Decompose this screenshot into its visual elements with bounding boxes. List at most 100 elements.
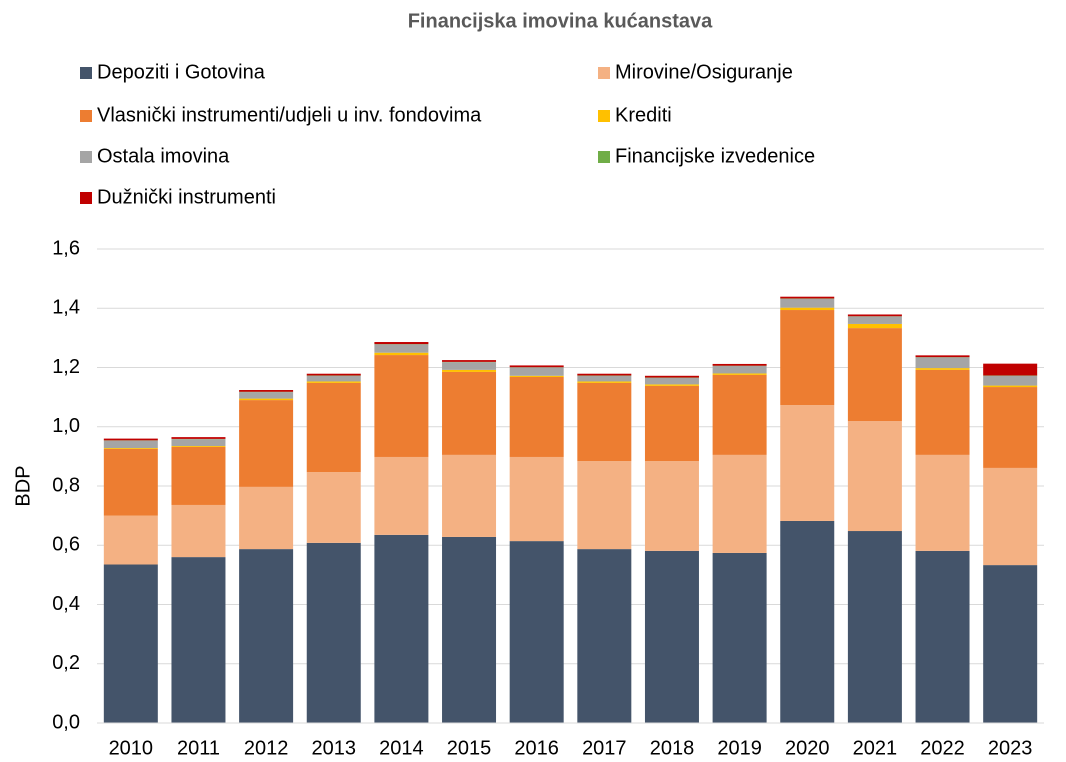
bar-segment [712, 552, 767, 723]
y-axis-label: BDP [12, 465, 34, 506]
x-tick-label: 2017 [582, 737, 627, 759]
bar-segment [239, 390, 294, 392]
x-tick-label: 2014 [379, 737, 424, 759]
bar-segment [577, 461, 632, 550]
bar-segment [577, 381, 632, 383]
bar-segment [442, 362, 497, 370]
bar-segment [509, 376, 564, 457]
bar-segment [306, 382, 361, 473]
x-tick-label: 2011 [177, 737, 220, 759]
legend-swatch [80, 151, 92, 163]
legend-label: Financijske izvedenice [615, 145, 815, 167]
legend-swatch [598, 151, 610, 163]
bar-segment [171, 439, 226, 447]
bar-segment [239, 392, 294, 399]
bar-segment [103, 448, 158, 449]
legend-swatch [80, 67, 92, 79]
bar-segment [442, 369, 497, 372]
chart-title: Financijska imovina kućanstava [408, 10, 713, 32]
legend-swatch [80, 110, 92, 122]
legend-label: Depoziti i Gotovina [97, 61, 266, 83]
bar-segment [644, 377, 699, 385]
bar-segment [915, 357, 970, 369]
y-tick-label: 1,4 [52, 297, 80, 319]
legend-label: Krediti [615, 104, 672, 126]
x-tick-label: 2018 [650, 737, 695, 759]
x-tick-label: 2021 [853, 737, 898, 759]
bar-segment [577, 549, 632, 723]
bar-segment [780, 298, 835, 308]
bar-segment [847, 531, 902, 723]
bar-segment [847, 314, 902, 317]
x-tick-label: 2019 [717, 737, 762, 759]
bar-segment [239, 398, 294, 401]
bar-segment [847, 323, 902, 329]
bar-segment [103, 438, 158, 441]
bar-segment [780, 405, 835, 521]
bar-segment [712, 373, 767, 375]
bar-segment [103, 440, 158, 449]
y-tick-label: 0,8 [52, 474, 80, 496]
bar-segment [239, 549, 294, 723]
bar-segment [847, 328, 902, 422]
bar-segment [983, 375, 1038, 386]
bar-segment [171, 446, 226, 505]
x-tick-label: 2020 [785, 737, 830, 759]
bar-segment [712, 454, 767, 553]
bar-segment [915, 369, 970, 455]
bar-segment [509, 541, 564, 723]
bar-segment [374, 355, 429, 457]
bar-segment [915, 368, 970, 370]
bar-segment [577, 373, 632, 376]
y-tick-label: 0,4 [52, 593, 80, 615]
bar-segment [442, 536, 497, 723]
y-tick-label: 0,2 [52, 652, 80, 674]
bar-segment [780, 520, 835, 723]
bar-segment [306, 373, 361, 376]
bar-segment [780, 296, 835, 299]
y-tick-label: 1,6 [52, 237, 80, 259]
bar-segment [306, 472, 361, 543]
bar-segment [644, 375, 699, 378]
bar-segment [644, 461, 699, 551]
bar-segment [509, 367, 564, 376]
x-tick-label: 2010 [109, 737, 154, 759]
bar-segment [983, 363, 1038, 376]
bar-segment [103, 564, 158, 723]
bar-segment [374, 534, 429, 723]
legend-swatch [80, 192, 92, 204]
bar-segment [239, 400, 294, 487]
bar-segment [983, 387, 1038, 468]
bar-segment [171, 557, 226, 723]
bar-segment [847, 316, 902, 324]
legend-swatch [598, 67, 610, 79]
bar-segment [780, 307, 835, 311]
bar-segment [983, 385, 1038, 388]
bar-segment [509, 375, 564, 377]
bar-segment [374, 344, 429, 353]
y-tick-label: 1,0 [52, 415, 80, 437]
bar-segment [780, 310, 835, 406]
x-tick-label: 2022 [920, 737, 965, 759]
bar-segment [712, 366, 767, 374]
bar-segment [644, 385, 699, 462]
bar-segment [442, 454, 497, 537]
bar-segment [171, 437, 226, 439]
legend-label: Vlasnički instrumenti/udjeli u inv. fond… [97, 104, 482, 126]
legend-label: Ostala imovina [97, 145, 230, 167]
bar-segment [712, 374, 767, 455]
bar-segment [509, 365, 564, 368]
bar-segment [374, 456, 429, 535]
y-tick-label: 0,6 [52, 534, 80, 556]
bar-segment [374, 352, 429, 356]
bar-segment [644, 550, 699, 723]
bar-segment [374, 342, 429, 345]
x-tick-label: 2023 [988, 737, 1033, 759]
y-tick-label: 0,0 [52, 711, 80, 733]
bar-segment [171, 446, 226, 447]
bar-segment [509, 456, 564, 542]
bar-segment [915, 355, 970, 358]
x-tick-label: 2012 [244, 737, 289, 759]
x-tick-label: 2015 [447, 737, 492, 759]
